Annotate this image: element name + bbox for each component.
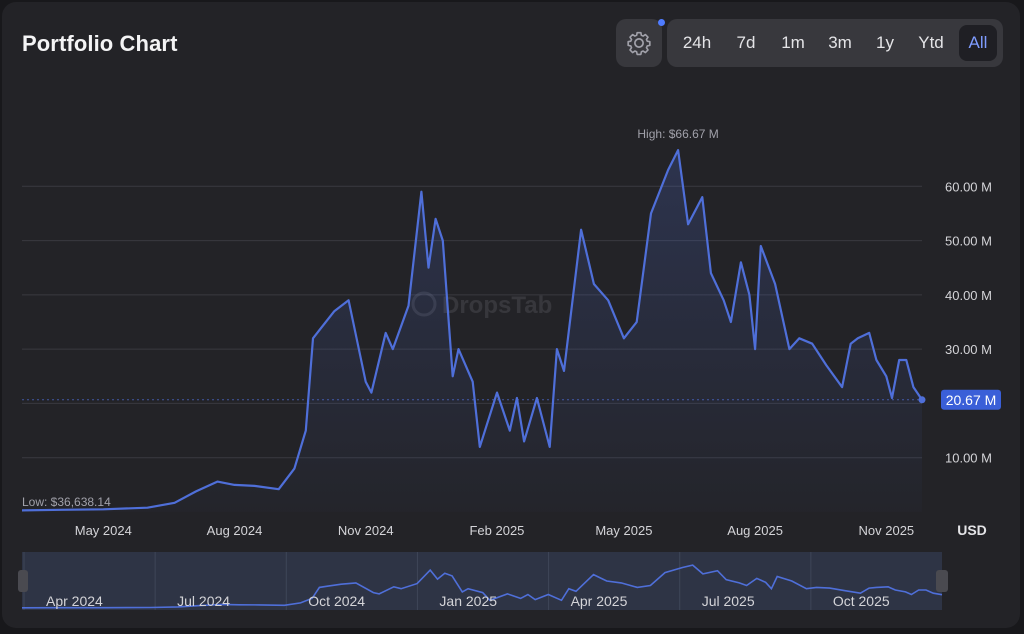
settings-button[interactable] xyxy=(616,19,662,67)
time-range-selector: 24h 7d 1m 3m 1y Ytd All xyxy=(667,19,1003,67)
range-3m-button[interactable]: 3m xyxy=(828,33,852,52)
navigator-window[interactable] xyxy=(22,552,942,610)
y-tick-label: 50.00 M xyxy=(945,234,992,249)
x-tick-label: Aug 2024 xyxy=(207,523,263,538)
y-tick-label: 40.00 M xyxy=(945,288,992,303)
currency-label: USD xyxy=(957,522,987,538)
range-24h-button[interactable]: 24h xyxy=(682,33,712,52)
x-tick-label: Nov 2024 xyxy=(338,523,394,538)
price-area xyxy=(22,150,922,512)
navigator-tick-label: Apr 2024 xyxy=(46,593,103,609)
navigator-line xyxy=(21,564,943,609)
y-tick-label: 30.00 M xyxy=(945,342,992,357)
y-axis: 10.00 M20.00 M30.00 M40.00 M50.00 M60.00… xyxy=(945,179,992,465)
watermark-text: DropsTab xyxy=(442,292,552,319)
navigator-tick-label: Jul 2024 xyxy=(177,593,230,609)
x-tick-label: Nov 2025 xyxy=(859,523,915,538)
navigator-tick-label: Oct 2024 xyxy=(308,593,365,609)
x-axis: May 2024 Aug 2024 Nov 2024 Feb 2025 May 2025… xyxy=(75,523,914,538)
current-value-dot xyxy=(918,396,926,404)
y-tick-label: 10.00 M xyxy=(945,451,992,466)
navigator[interactable]: Apr 2024 Jul 2024 Oct 2024 Jan 2025 Apr 2025… xyxy=(18,552,948,610)
navigator-tick-label: Jan 2025 xyxy=(439,593,497,609)
x-tick-label: May 2024 xyxy=(75,523,132,538)
range-ytd-button[interactable]: Ytd xyxy=(918,33,944,52)
notification-dot xyxy=(658,19,665,26)
range-1y-button[interactable]: 1y xyxy=(876,33,894,52)
gear-icon xyxy=(627,31,651,56)
x-tick-label: May 2025 xyxy=(595,523,652,538)
range-all-button[interactable]: All xyxy=(959,25,997,61)
navigator-tick-label: Oct 2025 xyxy=(833,593,890,609)
current-value-badge: 20.67 M xyxy=(941,389,1001,410)
price-line[interactable] xyxy=(21,149,923,512)
navigator-handle-left[interactable] xyxy=(18,570,28,592)
high-label: High: $66.67 M xyxy=(637,127,718,141)
x-tick-label: Aug 2025 xyxy=(727,523,783,538)
current-value-label: 20.67 M xyxy=(946,392,997,408)
navigator-tick-label: Apr 2025 xyxy=(571,593,628,609)
navigator-tick-label: Jul 2025 xyxy=(702,593,755,609)
range-1m-button[interactable]: 1m xyxy=(781,33,805,52)
low-label: Low: $36,638.14 xyxy=(22,495,111,509)
y-tick-label: 60.00 M xyxy=(945,179,992,194)
navigator-handle-right[interactable] xyxy=(936,570,948,592)
page-title: Portfolio Chart xyxy=(22,31,178,56)
range-7d-button[interactable]: 7d xyxy=(736,33,756,52)
x-tick-label: Feb 2025 xyxy=(469,523,524,538)
